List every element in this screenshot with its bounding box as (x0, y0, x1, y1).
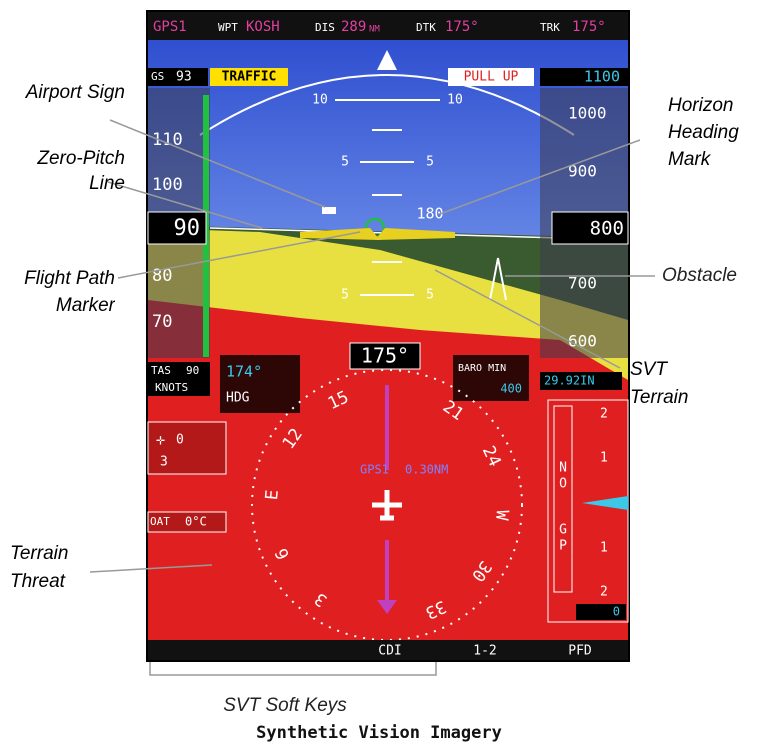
horizon-heading-mark: 180 (416, 205, 443, 223)
callout: Airport Sign (0, 80, 125, 140)
baro: 29.92IN (544, 374, 595, 388)
callout-text: Airport Sign (0, 80, 125, 105)
vdi-scale: 1 (600, 541, 608, 556)
callout: SVT Terrain (630, 356, 710, 416)
vdi-scale: 2 (600, 407, 608, 422)
heading: 175° (361, 344, 409, 368)
label: WPT (218, 21, 238, 34)
dtk: 175° (445, 19, 479, 35)
callout-text: Flight Path Marker (0, 265, 115, 319)
callout-text: Obstacle (662, 265, 737, 286)
altitude-mark: 1000 (568, 104, 607, 123)
wind-arrow: ✛ (156, 431, 165, 449)
pitch-label: 5 (341, 288, 349, 303)
pitch-label: 5 (426, 288, 434, 303)
callout-text: Zero-Pitch Line (0, 146, 125, 196)
selected-altitude: 1100 (584, 68, 620, 86)
pitch-label: 10 (312, 93, 328, 108)
label: HDG (226, 391, 250, 406)
callout-text: Horizon Heading Mark (668, 92, 758, 173)
traffic: TRAFFIC (222, 70, 277, 85)
callout: Zero-Pitch Line (0, 146, 125, 206)
caption: Synthetic Vision Imagery (256, 723, 502, 743)
label: GS (151, 70, 164, 83)
pitch-label: 5 (341, 155, 349, 170)
callout-text: Terrain Threat (10, 540, 90, 596)
airspeed-mark: 70 (152, 312, 172, 332)
vdi-letter: G (559, 523, 567, 538)
vdi-letter: N (559, 461, 567, 476)
softkey[interactable]: CDI (378, 644, 401, 659)
airspeed: 90 (174, 216, 201, 241)
callout-text: SVT Soft Keys (223, 695, 347, 716)
label: OAT (150, 515, 170, 528)
unit: KNOTS (155, 381, 188, 394)
unit: NM (369, 25, 380, 35)
oat: 0°C (185, 515, 207, 529)
baro-min: 400 (500, 382, 522, 396)
waypoint: KOSH (246, 19, 280, 35)
pull-up: PULL UP (464, 70, 519, 85)
altitude: 800 (590, 218, 624, 240)
display: 10 10 5 5 5 5 180 GPS1 WPT KOSH DIS 289 … (146, 10, 630, 662)
callout: Horizon Heading Mark (668, 92, 758, 182)
pitch-label: 5 (426, 155, 434, 170)
vdi-scale: 1 (600, 451, 608, 466)
callout-text: SVT Terrain (630, 356, 710, 412)
label: BARO MIN (458, 363, 506, 374)
label: TAS (151, 364, 171, 377)
trk: 175° (572, 19, 606, 35)
vdi-scale: 2 (600, 585, 608, 600)
hsi-distance: 0.30NM (405, 463, 448, 477)
callout: Terrain Threat (10, 540, 90, 600)
rose-label: E (262, 489, 283, 501)
label: TRK (540, 21, 560, 34)
callout: Flight Path Marker (0, 265, 115, 355)
label: DIS (315, 21, 335, 34)
label: DTK (416, 21, 436, 34)
airport-sign (322, 207, 336, 214)
vdi-letter: P (559, 539, 567, 554)
figure: 10 10 5 5 5 5 180 GPS1 WPT KOSH DIS 289 … (0, 0, 758, 750)
pitch-label: 10 (447, 93, 463, 108)
nav-source: GPS1 (153, 19, 187, 35)
softkey[interactable]: 1-2 (473, 644, 496, 659)
tas: 90 (186, 364, 199, 377)
vdi-deviation: 0 (613, 605, 620, 619)
wind: 0 (176, 433, 184, 448)
selected-heading: 174° (226, 363, 262, 381)
wind-sub: 3 (160, 455, 168, 470)
ground-speed: 93 (176, 70, 192, 85)
vdi-letter: O (559, 477, 567, 492)
distance: 289 (341, 19, 366, 35)
softkey[interactable]: PFD (568, 644, 592, 659)
hsi-source: GPS1 (360, 463, 389, 477)
airspeed-mark: 100 (152, 175, 183, 195)
page: 10 10 5 5 5 5 180 GPS1 WPT KOSH DIS 289 … (0, 0, 758, 750)
